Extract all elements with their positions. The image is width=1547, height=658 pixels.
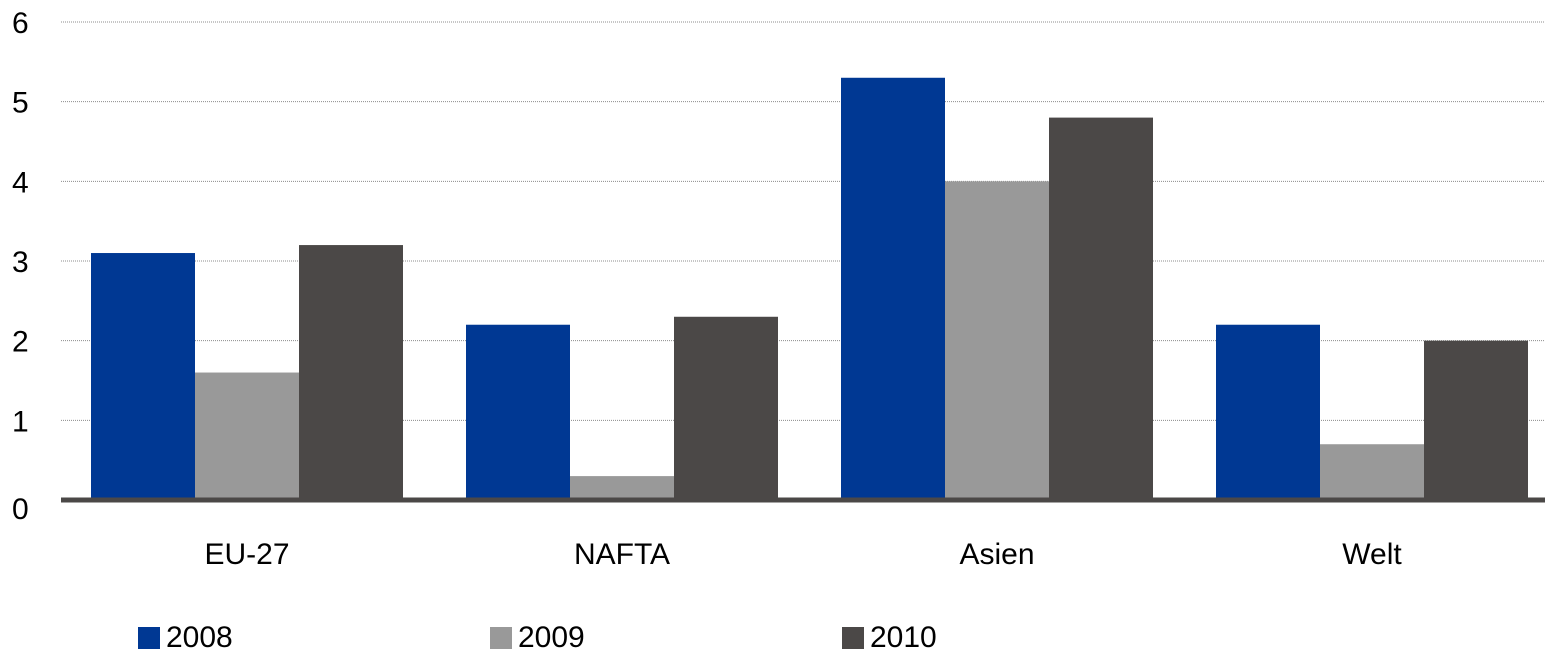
bar-2010-NAFTA [674, 316, 778, 500]
x-axis-ticks: EU-27 NAFTA Asien Welt [204, 538, 1402, 571]
y-axis-ticks: 0 1 2 3 4 5 6 [12, 7, 29, 526]
bar-2008-NAFTA [466, 324, 570, 500]
bar-2008-EU-27 [91, 253, 195, 500]
legend-item-2008: 2008 [138, 618, 233, 658]
legend-swatch-2010 [842, 627, 864, 649]
bar-2010-EU-27 [299, 245, 403, 500]
legend-label-2009: 2009 [518, 621, 585, 654]
y-tick-label: 1 [12, 405, 29, 438]
legend-label-2008: 2008 [166, 621, 233, 654]
x-tick-label: Asien [959, 538, 1034, 571]
legend-swatch-2008 [138, 627, 160, 649]
legend-item-2010: 2010 [842, 618, 937, 658]
bar-2010-Welt [1424, 340, 1528, 500]
y-tick-label: 3 [12, 246, 29, 279]
bar-2009-EU-27 [195, 372, 299, 500]
bar-2009-Asien [945, 181, 1049, 501]
y-tick-label: 5 [12, 87, 29, 120]
x-tick-label: Welt [1342, 538, 1402, 571]
legend-item-2009: 2009 [490, 618, 585, 658]
legend-swatch-2009 [490, 627, 512, 649]
y-tick-label: 0 [12, 493, 29, 526]
x-tick-label: NAFTA [574, 538, 670, 571]
y-tick-label: 2 [12, 326, 29, 359]
bars [91, 77, 1528, 501]
y-tick-label: 6 [12, 7, 29, 40]
x-tick-label: EU-27 [204, 538, 289, 571]
bar-2008-Welt [1216, 324, 1320, 500]
bar-2008-Asien [841, 77, 945, 501]
y-tick-label: 4 [12, 166, 29, 199]
bar-2009-NAFTA [570, 476, 674, 500]
grid-lines [61, 21, 1545, 421]
bar-2009-Welt [1320, 444, 1424, 500]
bar-2010-Asien [1049, 117, 1153, 500]
legend-label-2010: 2010 [870, 621, 937, 654]
